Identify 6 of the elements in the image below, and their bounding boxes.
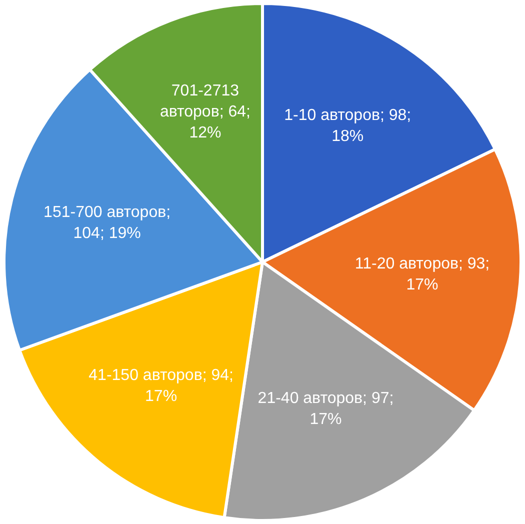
slice-label: 1-10 авторов; 98; 18% [284, 107, 412, 146]
slice-label: 701-2713 авторов; 64; 12% [160, 82, 250, 142]
slice-label: 21-40 авторов; 97; 17% [258, 390, 394, 428]
slice-label: 151-700 авторов; 104; 19% [44, 204, 171, 242]
slice-label: 41-150 авторов; 94; 17% [88, 366, 234, 405]
slice-label: 11-20 авторов; 93; 17% [354, 256, 490, 294]
